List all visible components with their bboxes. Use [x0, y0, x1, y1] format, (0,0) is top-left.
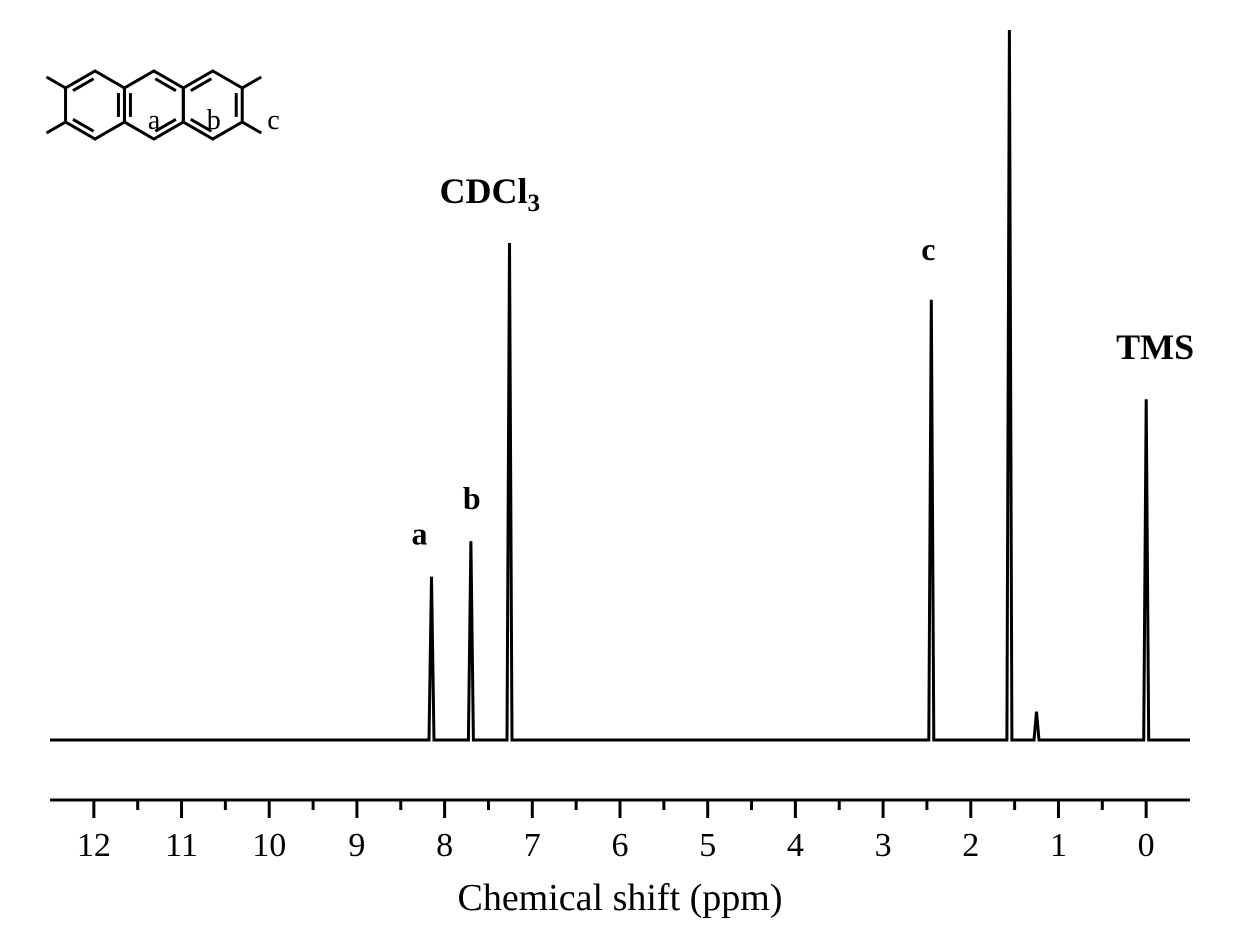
mol-label-a: a [148, 105, 161, 136]
methyl-3 [242, 122, 261, 133]
mol-label-b: b [207, 105, 221, 136]
x-tick-label: 10 [252, 827, 286, 864]
peak-label-b: b [463, 480, 481, 516]
mol-label-c: c [267, 105, 279, 136]
x-tick-label: 9 [348, 827, 365, 864]
peak-label-h2o: H2O [979, 0, 1051, 4]
x-tick-label: 11 [165, 827, 198, 864]
spectrum-trace [50, 30, 1190, 740]
peak-label-a: a [411, 516, 427, 552]
x-tick-label: 4 [787, 827, 804, 864]
x-tick-label: 3 [875, 827, 892, 864]
x-tick-label: 2 [962, 827, 979, 864]
x-tick-label: 8 [436, 827, 453, 864]
peak-label-tms: TMS [1116, 327, 1194, 367]
x-tick-label: 12 [77, 827, 111, 864]
x-tick-label: 6 [612, 827, 629, 864]
x-tick-label: 1 [1050, 827, 1067, 864]
x-tick-label: 5 [699, 827, 716, 864]
peak-label-c: c [921, 231, 935, 267]
methyl-2 [47, 77, 66, 88]
x-tick-label: 0 [1138, 827, 1155, 864]
ring-left [66, 71, 125, 139]
x-tick-label: 7 [524, 827, 541, 864]
molecule-structure: a b c [47, 71, 280, 139]
methyl-4 [242, 77, 261, 88]
chart-svg: 1211109876543210Chemical shift (ppm)abCD… [0, 0, 1240, 947]
methyl-1 [47, 122, 66, 133]
nmr-spectrum-chart: 1211109876543210Chemical shift (ppm)abCD… [0, 0, 1240, 947]
peak-label-cdcl3: CDCl3 [440, 171, 541, 217]
x-axis-label: Chemical shift (ppm) [457, 877, 782, 919]
